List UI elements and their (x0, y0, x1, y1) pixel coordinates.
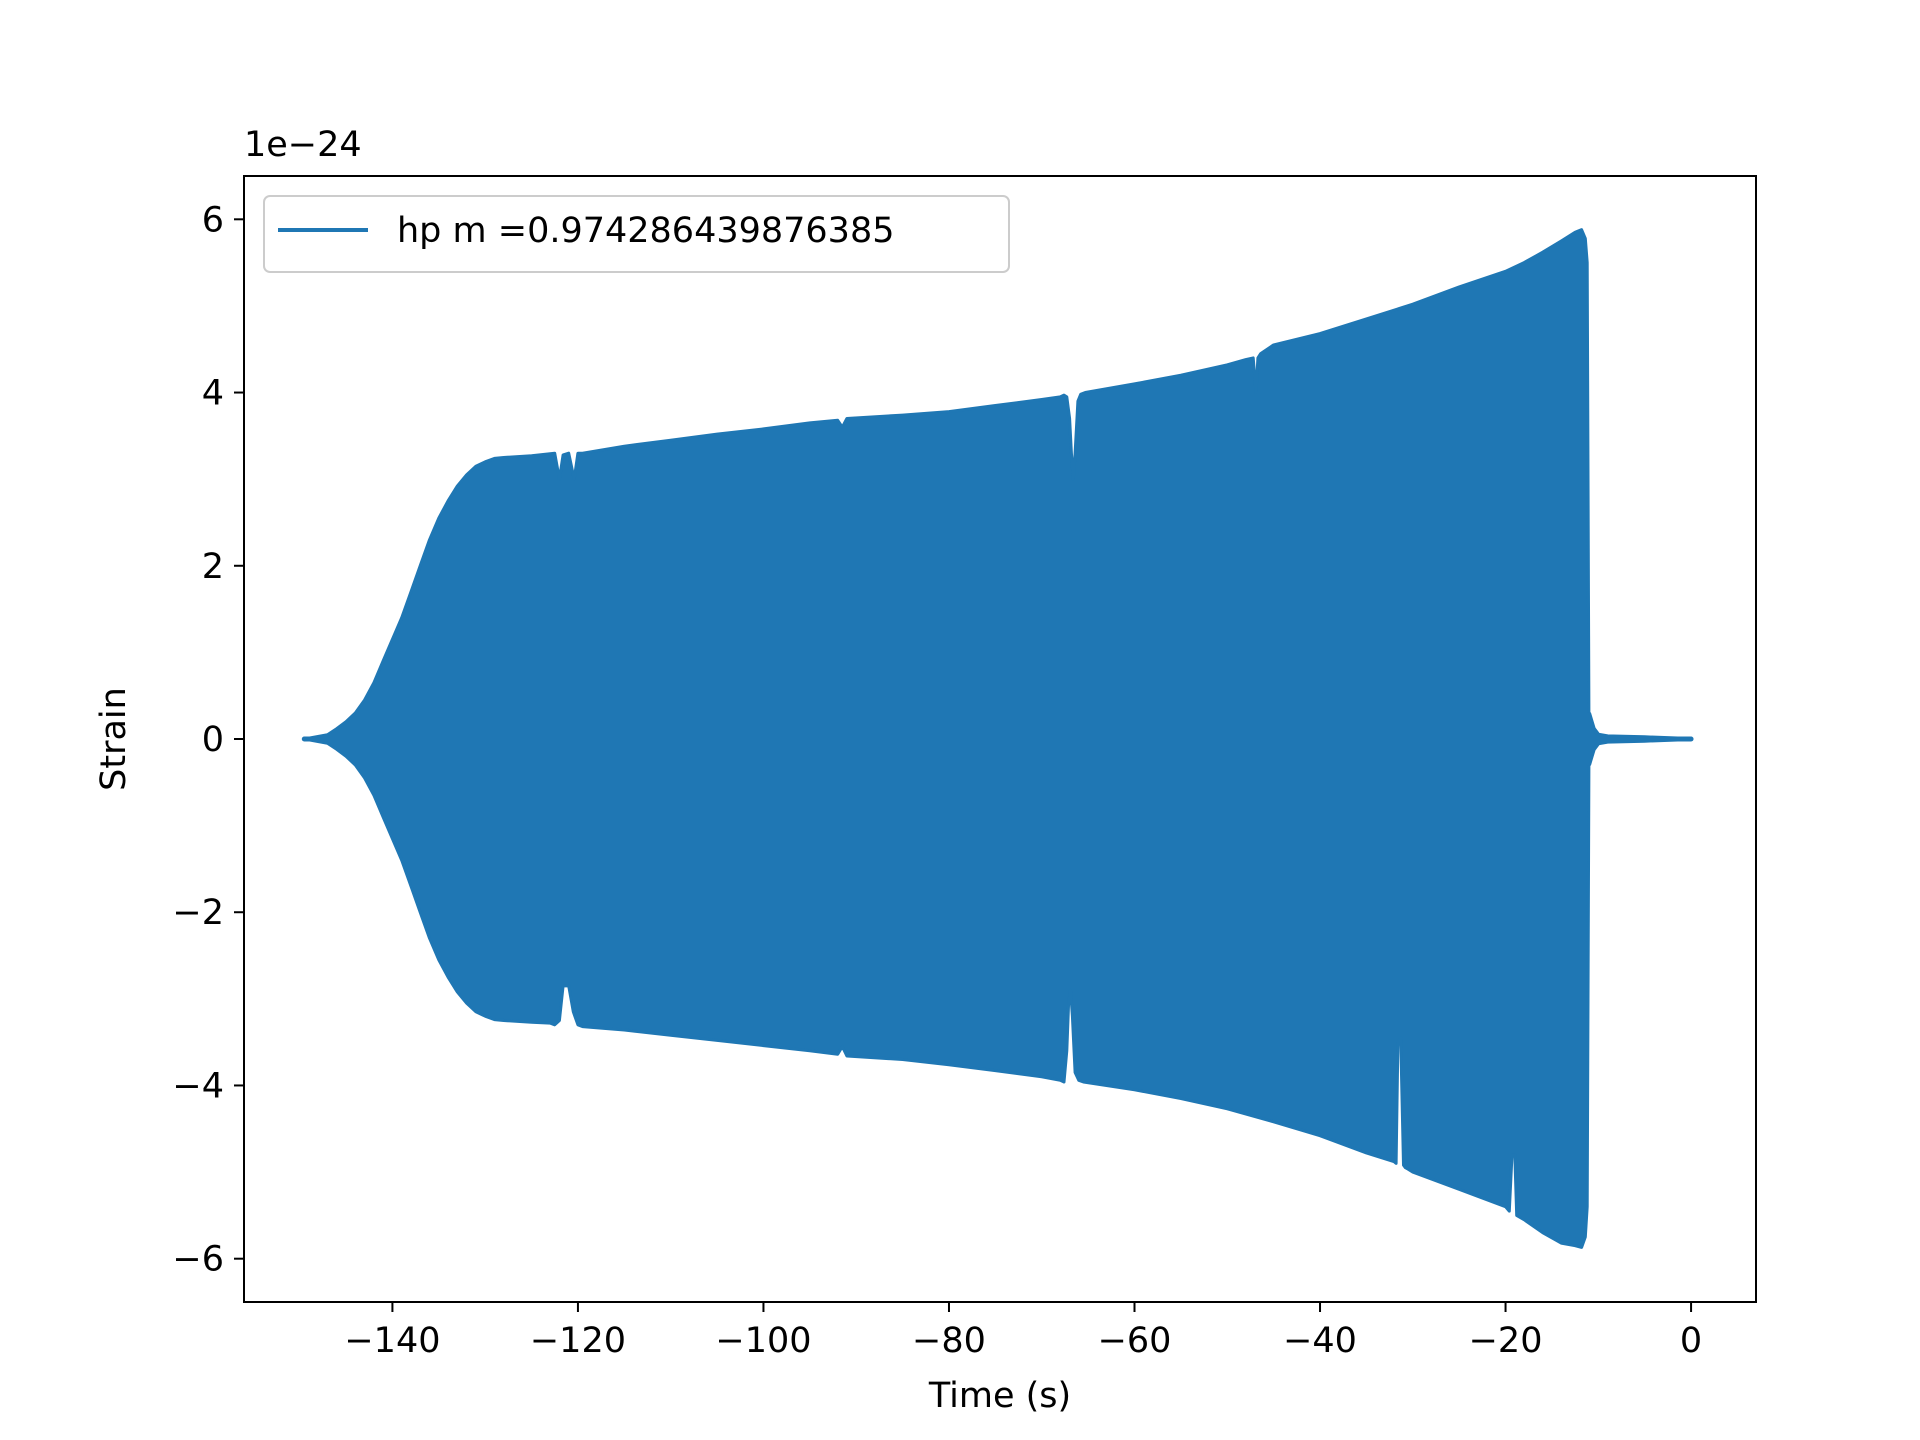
y-tick-label: 6 (202, 200, 224, 240)
series-layer (301, 228, 1694, 1249)
legend: hp m =0.974286439876385 (263, 195, 1010, 273)
y-axis-ticks: −6 −4 −2 0 2 4 6 (172, 200, 244, 1280)
x-axis-ticks: −140 −120 −100 −80 −60 −40 −20 0 (344, 1302, 1702, 1361)
y-tick-label: −4 (172, 1066, 224, 1106)
x-tick-label: −140 (344, 1321, 440, 1361)
y-tick-label: −2 (172, 893, 224, 933)
x-tick-label: −20 (1469, 1321, 1543, 1361)
x-tick-label: −60 (1098, 1321, 1172, 1361)
y-axis-offset-text: 1e−24 (244, 125, 362, 165)
y-tick-label: −6 (172, 1240, 224, 1280)
x-tick-label: −80 (912, 1321, 986, 1361)
legend-label-hp: hp m =0.974286439876385 (397, 211, 895, 251)
y-tick-label: 2 (202, 547, 224, 587)
x-tick-label: −100 (715, 1321, 811, 1361)
legend-box (263, 195, 1010, 273)
y-tick-label: 4 (202, 374, 224, 414)
x-tick-label: −120 (530, 1321, 626, 1361)
x-tick-label: 0 (1680, 1321, 1702, 1361)
y-axis-label: Strain (94, 687, 134, 791)
y-tick-label: 0 (202, 720, 224, 760)
x-tick-label: −40 (1283, 1321, 1357, 1361)
x-axis-label: Time (s) (928, 1376, 1071, 1416)
